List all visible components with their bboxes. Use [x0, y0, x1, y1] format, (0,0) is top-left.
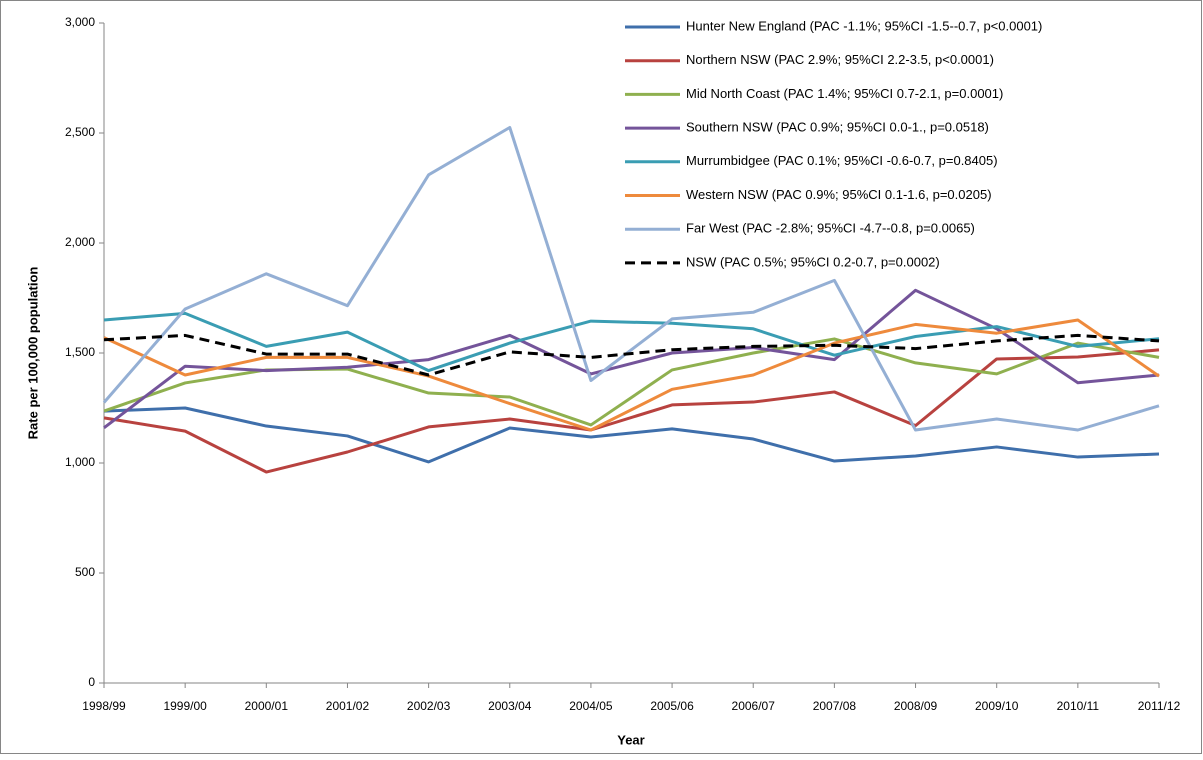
legend-label: NSW (PAC 0.5%; 95%CI 0.2-0.7, p=0.0002)	[686, 254, 940, 269]
y-tick-label: 1,000	[65, 455, 95, 469]
series-line	[103, 288, 1160, 429]
x-tick-label: 2004/05	[569, 699, 613, 713]
x-tick-label: 2011/12	[1138, 699, 1181, 713]
series-line	[103, 311, 1160, 373]
y-tick-label: 0	[88, 675, 95, 689]
legend-label: Southern NSW (PAC 0.9%; 95%CI 0.0-1., p=…	[686, 120, 989, 135]
x-tick-label: 2006/07	[732, 699, 776, 713]
legend-label: Far West (PAC -2.8%; 95%CI -4.7--0.8, p=…	[686, 221, 975, 236]
x-axis-title: Year	[617, 732, 644, 747]
y-tick-label: 3,000	[65, 15, 95, 29]
y-tick-label: 500	[75, 565, 95, 579]
y-axis-title: Rate per 100,000 population	[25, 267, 40, 440]
x-tick-label: 1998/99	[82, 699, 126, 713]
y-tick-label: 1,500	[65, 345, 95, 359]
x-tick-label: 2003/04	[488, 699, 532, 713]
x-tick-label: 2008/09	[894, 699, 938, 713]
series-line	[103, 348, 1160, 474]
x-tick-label: 1999/00	[163, 699, 207, 713]
y-tick-label: 2,000	[65, 235, 95, 249]
x-tick-label: 2010/11	[1057, 699, 1100, 713]
x-tick-label: 2001/02	[326, 699, 370, 713]
legend-label: Northern NSW (PAC 2.9%; 95%CI 2.2-3.5, p…	[686, 52, 994, 67]
x-tick-label: 2007/08	[813, 699, 857, 713]
x-tick-label: 2002/03	[407, 699, 451, 713]
legend-label: Hunter New England (PAC -1.1%; 95%CI -1.…	[686, 18, 1042, 33]
x-tick-label: 2000/01	[245, 699, 289, 713]
series-line	[102, 126, 1160, 432]
legend-label: Murrumbidgee (PAC 0.1%; 95%CI -0.6-0.7, …	[686, 153, 998, 168]
series-line	[103, 333, 1160, 377]
x-tick-label: 2005/06	[650, 699, 694, 713]
legend-label: Western NSW (PAC 0.9%; 95%CI 0.1-1.6, p=…	[686, 187, 992, 202]
series-line	[103, 406, 1160, 464]
x-tick-label: 2009/10	[975, 699, 1019, 713]
legend-label: Mid North Coast (PAC 1.4%; 95%CI 0.7-2.1…	[686, 86, 1003, 101]
y-tick-label: 2,500	[65, 125, 95, 139]
series-line	[103, 318, 1160, 432]
